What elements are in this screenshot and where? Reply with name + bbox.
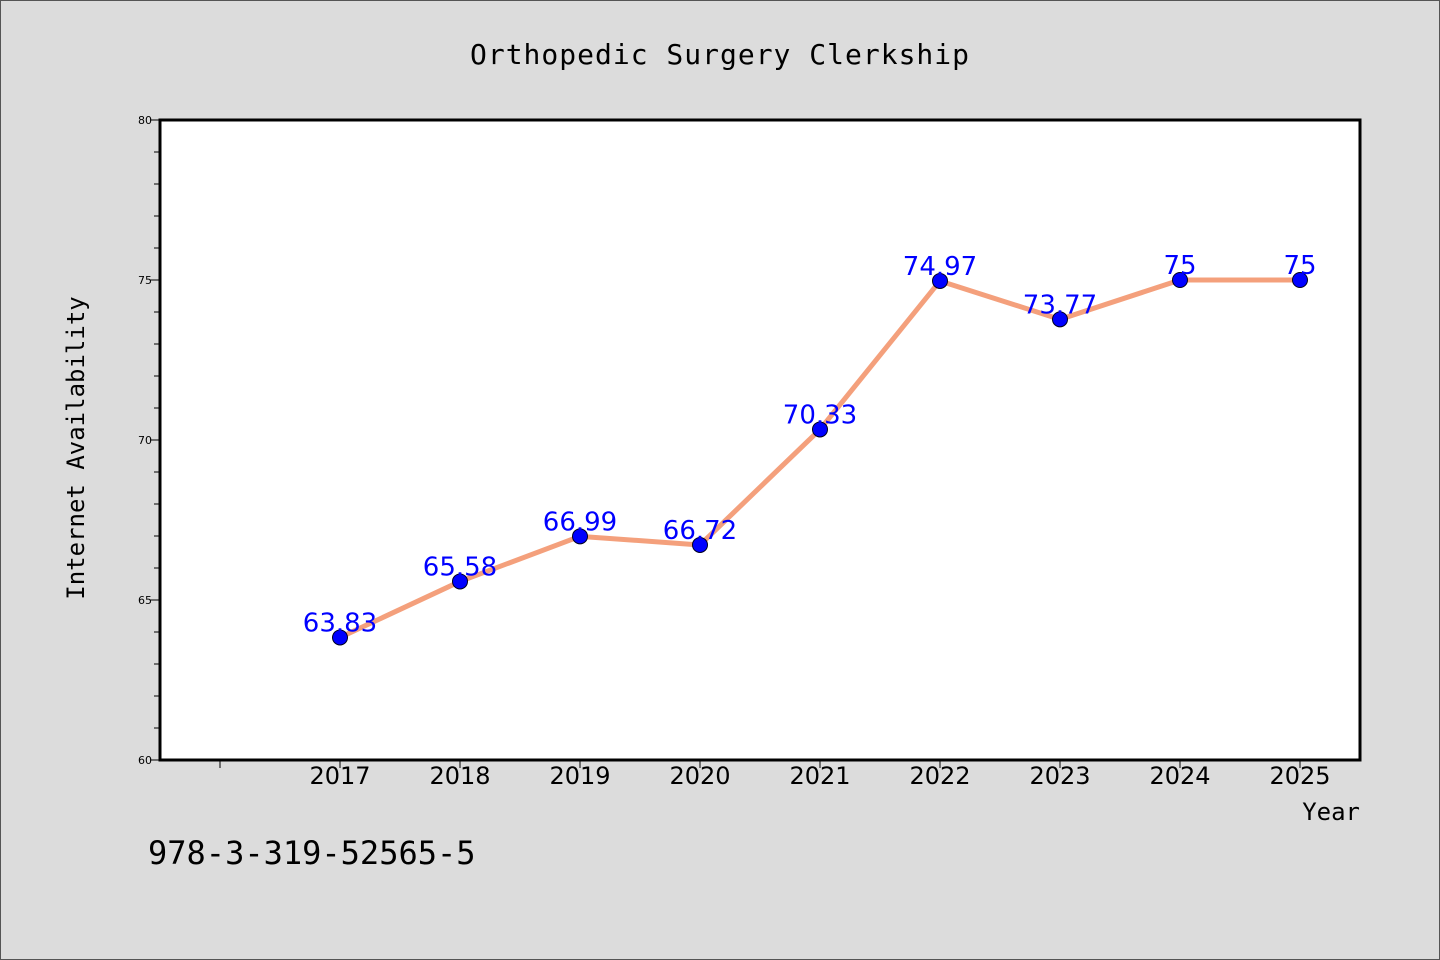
plot-area: [158, 118, 1362, 762]
data-label: 63.83: [303, 608, 377, 638]
data-label: 70.33: [783, 400, 857, 430]
y-tick-label: 75: [138, 274, 152, 287]
data-point: [452, 573, 468, 590]
data-point: [1052, 311, 1068, 328]
x-axis-label: Year: [1302, 798, 1360, 826]
x-tick-label: 2018: [429, 762, 490, 790]
data-label: 75: [1163, 251, 1196, 281]
x-tick-label: 2020: [669, 762, 730, 790]
y-tick-label: 60: [138, 754, 152, 767]
y-axis-label: Internet Availability: [62, 296, 90, 599]
data-label: 73.77: [1023, 290, 1097, 320]
x-tick-label: 2021: [789, 762, 850, 790]
data-point: [812, 421, 828, 438]
data-label: 74.97: [903, 252, 977, 282]
data-point: [1292, 272, 1308, 288]
y-tick-label: 80: [138, 114, 152, 127]
x-tick-label: 2022: [909, 762, 970, 790]
x-axis-ticks: 2017 2018 2019 2020 2021 2022 2023 2024 2025: [219, 760, 1331, 790]
data-labels: 63.83 65.58 66.99 66.72 70.33 74.97 73.77 75 75: [303, 251, 1317, 638]
data-point: [1172, 272, 1188, 288]
data-point: [932, 272, 948, 289]
data-label: 75: [1283, 251, 1316, 281]
data-points: [332, 272, 1308, 646]
x-tick-label: 2019: [549, 762, 610, 790]
chart-title: Orthopedic Surgery Clerkship: [470, 38, 970, 71]
x-tick-label: 2017: [309, 762, 370, 790]
data-point: [572, 528, 588, 545]
y-tick-label: 70: [138, 434, 152, 447]
data-point: [692, 536, 708, 553]
data-label: 65.58: [423, 552, 497, 582]
y-tick-label: 65: [138, 594, 152, 607]
x-tick-label: 2024: [1149, 762, 1210, 790]
y-axis-ticks: 60 65 70 75 80: [138, 114, 160, 767]
data-point: [332, 629, 348, 646]
data-label: 66.99: [543, 507, 617, 537]
x-tick-label: 2023: [1029, 762, 1090, 790]
x-tick-label: 2025: [1269, 762, 1330, 790]
data-label: 66.72: [663, 516, 737, 546]
isbn-footnote: 978-3-319-52565-5: [148, 834, 476, 872]
